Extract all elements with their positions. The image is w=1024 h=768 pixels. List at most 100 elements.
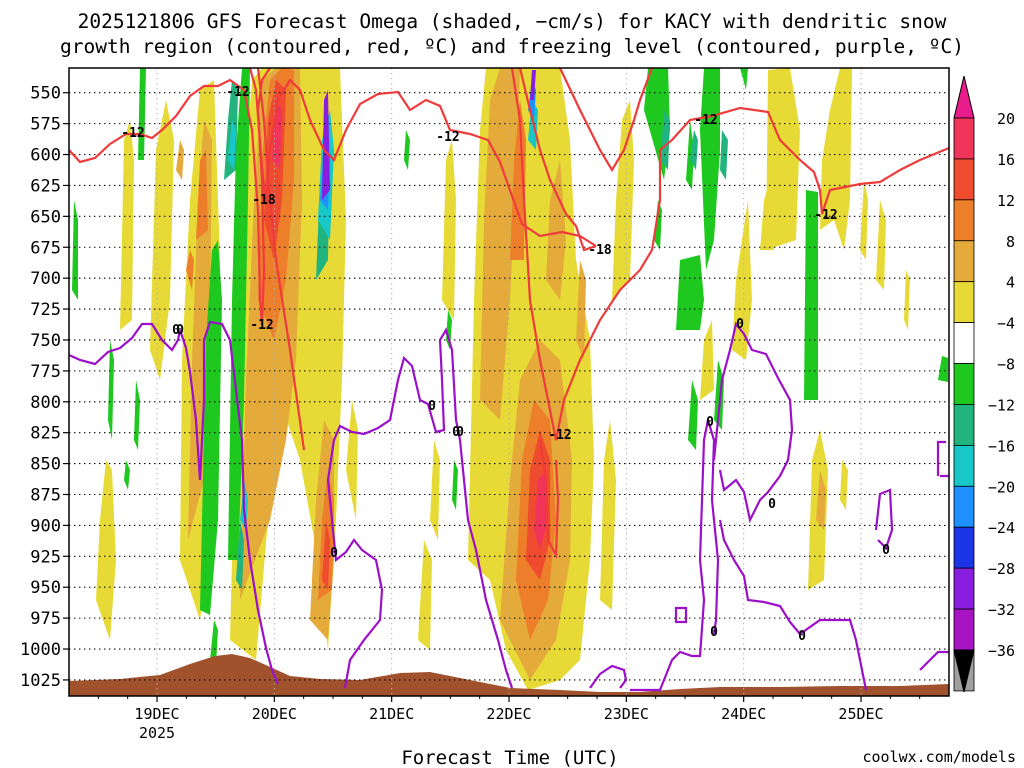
y-tick-label: 850 — [30, 455, 61, 475]
colorbar-swatch — [953, 240, 975, 283]
omega-region — [904, 270, 910, 330]
purple-contour-label: 0 — [452, 425, 460, 440]
purple-contour — [919, 650, 949, 671]
y-tick-label: 625 — [30, 176, 61, 196]
colorbar-label: −36 — [988, 642, 1015, 660]
omega-region — [186, 250, 194, 290]
omega-region — [272, 100, 282, 170]
colorbar-label: 8 — [1006, 233, 1015, 251]
colorbar-label: −12 — [988, 396, 1015, 414]
purple-contour-label: 0 — [768, 497, 776, 512]
omega-region — [134, 380, 140, 450]
credit-label: coolwx.com/models — [862, 748, 1016, 766]
purple-contour — [630, 419, 720, 692]
omega-region — [700, 320, 714, 400]
x-tick-label: 19DEC — [134, 705, 179, 723]
colorbar-label: −20 — [988, 478, 1015, 496]
purple-contour-label: 0 — [172, 323, 180, 338]
red-contour — [510, 67, 950, 441]
purple-contour — [68, 322, 182, 366]
y-tick-label: 825 — [30, 424, 61, 444]
y-tick-label: 600 — [30, 146, 61, 166]
colorbar-label: 12 — [997, 192, 1015, 210]
colorbar-label: 20 — [997, 110, 1015, 128]
purple-contour-label: 0 — [706, 415, 714, 430]
purple-contour-label: 0 — [456, 425, 464, 440]
omega-region — [876, 200, 886, 290]
y-tick-label: 575 — [30, 115, 61, 135]
y-tick-label: 725 — [30, 300, 61, 320]
colorbar-top-arrow — [953, 75, 975, 119]
x-tick-label: 23DEC — [604, 705, 649, 723]
y-tick-label: 700 — [30, 269, 61, 289]
omega-region — [700, 68, 720, 270]
omega-region — [546, 160, 566, 300]
y-tick-label: 675 — [30, 238, 61, 258]
omega-region — [660, 110, 670, 170]
omega-region — [452, 460, 458, 510]
purple-contour-label: 0 — [736, 317, 744, 332]
purple-contour — [674, 606, 688, 624]
y-tick-label: 900 — [30, 516, 61, 536]
colorbar-label: −32 — [988, 601, 1015, 619]
omega-region — [688, 380, 698, 450]
omega-region — [938, 356, 948, 382]
omega-region — [732, 200, 752, 360]
red-contour-label: -18 — [252, 193, 276, 208]
colorbar-swatch — [953, 567, 975, 610]
omega-region — [236, 520, 244, 590]
colorbar-swatch — [953, 281, 975, 324]
omega-region — [196, 150, 208, 240]
red-contour-label: -12 — [250, 318, 273, 333]
terrain — [69, 654, 949, 696]
purple-contour-label: 0 — [798, 629, 806, 644]
omega-region — [576, 260, 586, 360]
colorbar-swatch — [953, 158, 975, 201]
omega-region — [714, 360, 724, 430]
colorbar-label: −28 — [988, 560, 1015, 578]
colorbar-swatch — [953, 117, 975, 160]
omega-region — [108, 340, 114, 440]
x-tick-label: 20DEC — [252, 705, 297, 723]
purple-contour-label: 0 — [176, 323, 184, 338]
omega-region — [322, 520, 330, 590]
colorbar-swatch — [953, 199, 975, 242]
y-tick-label: 925 — [30, 547, 61, 567]
omega-region — [430, 440, 440, 540]
y-tick-label: 950 — [30, 578, 61, 598]
omega-region — [600, 420, 616, 610]
red-contour-label: -18 — [588, 243, 612, 258]
red-contour-label: -12 — [121, 126, 144, 141]
purple-contour-label: 0 — [710, 625, 718, 640]
red-contour-label: -12 — [694, 113, 717, 128]
omega-region — [138, 68, 146, 160]
omega-region — [676, 255, 704, 330]
x-tick-label: 24DEC — [721, 705, 766, 723]
omega-region — [120, 120, 134, 330]
omega-region — [404, 130, 410, 170]
x-year-label: 2025 — [139, 724, 175, 742]
omega-region — [840, 460, 848, 510]
purple-contour — [589, 664, 628, 689]
omega-region — [240, 190, 248, 220]
red-contour — [538, 439, 560, 560]
y-tick-label: 1000 — [20, 640, 61, 660]
purple-contour-label: 0 — [330, 546, 338, 561]
omega-region — [690, 130, 698, 170]
purple-contour — [178, 320, 280, 685]
omega-region — [820, 68, 852, 250]
red-contour — [518, 67, 597, 252]
purple-contour — [718, 519, 868, 691]
omega-region — [322, 90, 330, 200]
y-tick-label: 750 — [30, 331, 61, 351]
omega-region — [442, 140, 456, 320]
y-tick-label: 650 — [30, 207, 61, 227]
omega-region — [534, 470, 548, 550]
x-axis-title: Forecast Time (UTC) — [401, 747, 618, 768]
colorbar-swatch — [953, 322, 975, 364]
colorbar-swatch — [953, 363, 975, 405]
red-contour — [248, 67, 597, 247]
omega-region — [150, 100, 174, 380]
x-tick-label: 25DEC — [838, 705, 883, 723]
x-tick-label: 21DEC — [369, 705, 414, 723]
